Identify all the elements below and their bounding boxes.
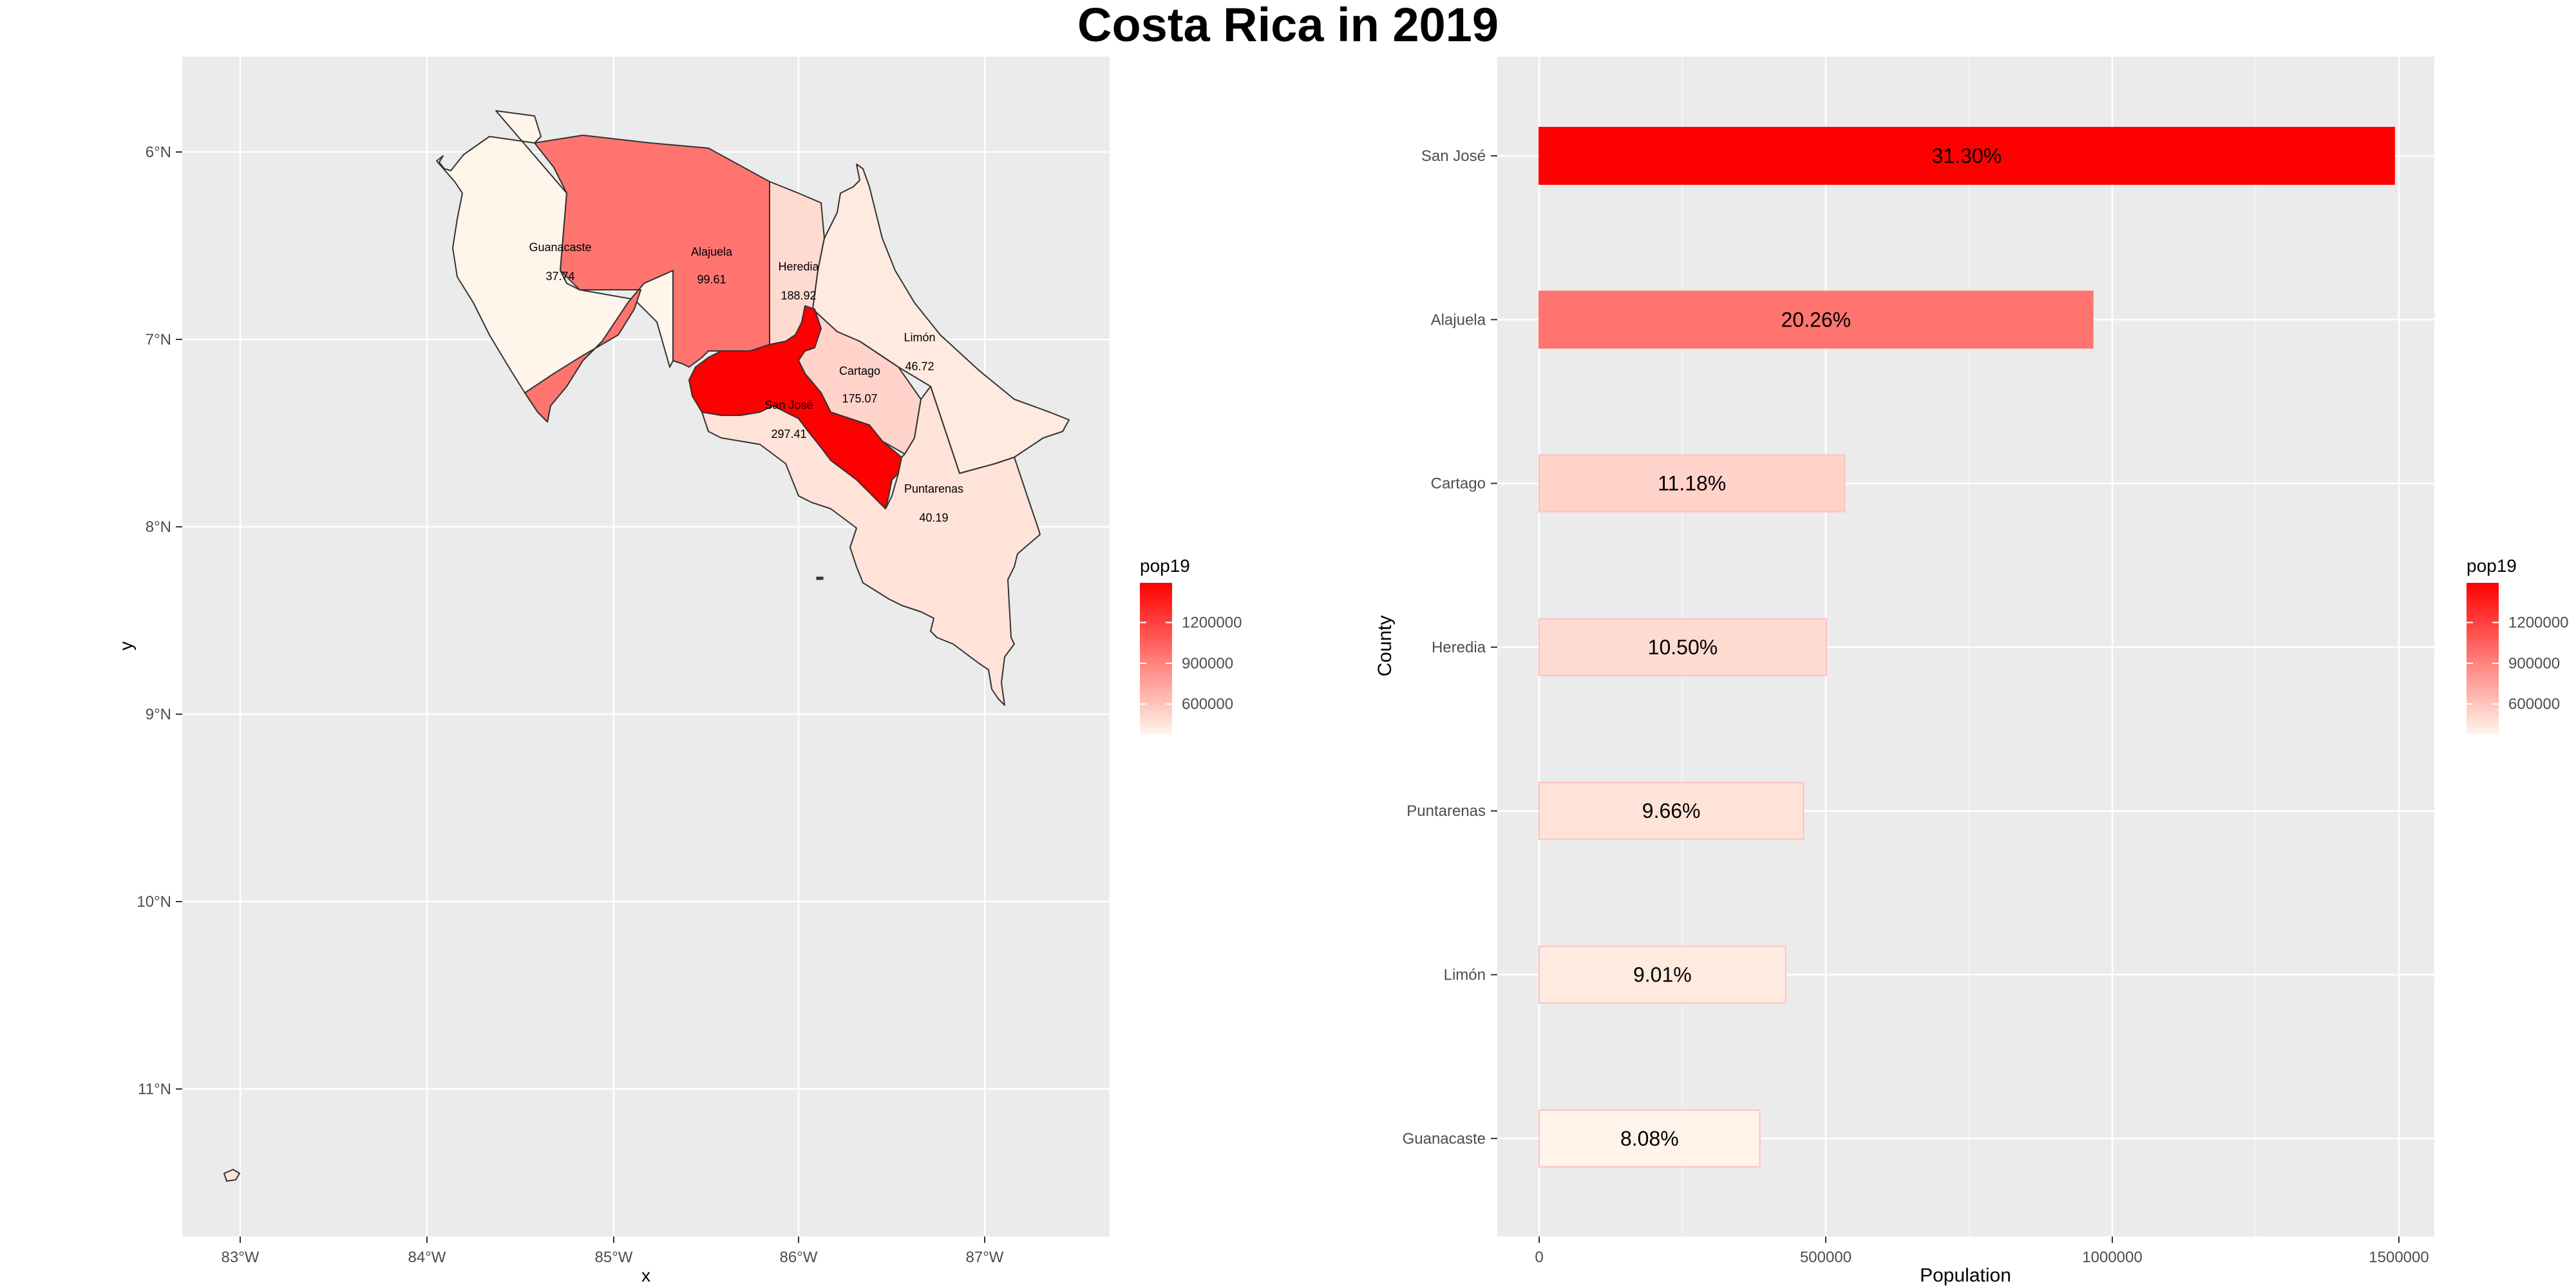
- map-y-axis-label: y: [116, 641, 136, 650]
- map-labels: Guanacaste 37.74 Alajuela 99.61 Heredia 188.9…: [529, 241, 963, 524]
- region-name-label: Alajuela: [691, 245, 733, 258]
- region-value-label: 40.19: [919, 511, 948, 524]
- bar: [1539, 782, 1804, 840]
- bar-value-label: 9.66%: [1642, 799, 1701, 822]
- bar: [1539, 945, 1786, 1004]
- bar-legend: pop19 1200000 900000 600000: [2467, 556, 2568, 734]
- bar-x-tick-label: 0: [1535, 1249, 1543, 1266]
- bar-legend-tick-label: 1200000: [2508, 614, 2568, 632]
- bar-x-tick-label: 1500000: [2369, 1249, 2429, 1266]
- bar: [1539, 454, 1846, 513]
- map-legend: pop19 1200000 900000 600000: [1140, 556, 1242, 734]
- region-value-label: 297.41: [771, 428, 806, 440]
- island-coco: [223, 1168, 241, 1182]
- map-x-tick-label: 87°W: [966, 1249, 1004, 1266]
- region-name-label: Limón: [904, 331, 935, 344]
- region-value-label: 99.61: [697, 273, 726, 286]
- region-name-label: Puntarenas: [904, 482, 963, 495]
- bar-legend-tick-label: 600000: [2508, 696, 2560, 713]
- bar-series: 31.30% 20.26% 11.18% 10.50% 9.66% 9.01% 8.08%: [1539, 127, 2395, 1168]
- map-chart: Guanacaste 37.74 Alajuela 99.61 Heredia 188.9…: [116, 57, 1242, 1285]
- map-y-tick-label: 8°N: [146, 518, 171, 536]
- island-cano: [816, 576, 824, 580]
- bar-x-axis-label: Population: [1920, 1265, 2011, 1286]
- bar: [1539, 290, 2094, 349]
- bar-legend-colorbar: [2467, 583, 2499, 734]
- bar-value-label: 20.26%: [1781, 308, 1852, 331]
- map-legend-colorbar: [1140, 583, 1172, 734]
- bar-value-label: 11.18%: [1658, 472, 1726, 495]
- map-x-tick-label: 83°W: [222, 1249, 260, 1266]
- bar-category-label: Guanacaste: [1403, 1130, 1486, 1148]
- map-x-tick-label: 85°W: [595, 1249, 633, 1266]
- bar-x-tick-label: 500000: [1800, 1249, 1852, 1266]
- map-x-tick-label: 84°W: [408, 1249, 446, 1266]
- map-y-tick-label: 6°N: [146, 144, 171, 161]
- map-legend-ticks: 1200000 900000 600000: [1140, 614, 1242, 713]
- map-y-ticks: 11°N 10°N 9°N 8°N 7°N 6°N: [137, 144, 182, 1098]
- bar-value-label: 31.30%: [1932, 144, 2002, 167]
- map-legend-tick-label: 600000: [1182, 696, 1233, 713]
- map-legend-title: pop19: [1140, 556, 1190, 576]
- bar-legend-tick-label: 900000: [2508, 655, 2560, 672]
- bar: [1539, 618, 1827, 676]
- map-y-tick-label: 10°N: [137, 893, 171, 911]
- bar-x-ticks: 0 500000 1000000 1500000: [1535, 1236, 2429, 1266]
- region-name-label: Heredia: [778, 260, 819, 273]
- bar-legend-title: pop19: [2467, 556, 2517, 576]
- bar-category-label: San José: [1421, 147, 1486, 165]
- region-value-label: 188.92: [781, 289, 816, 302]
- bar-value-label: 8.08%: [1620, 1127, 1679, 1150]
- region-value-label: 175.07: [842, 392, 877, 405]
- map-legend-tick-label: 1200000: [1182, 614, 1242, 632]
- chart-title: Costa Rica in 2019: [1077, 0, 1499, 52]
- region-value-label: 46.72: [905, 360, 934, 373]
- bar-value-label: 10.50%: [1648, 636, 1718, 659]
- map-legend-tick-label: 900000: [1182, 655, 1233, 672]
- bar-category-label: Alajuela: [1431, 311, 1486, 328]
- map-x-tick-label: 86°W: [780, 1249, 818, 1266]
- region-puntarenas: [701, 386, 1041, 706]
- bar-value-label: 9.01%: [1633, 963, 1692, 987]
- bar: [1539, 1109, 1761, 1168]
- map-y-tick-label: 7°N: [146, 331, 171, 348]
- bar-category-label: Heredia: [1432, 639, 1486, 656]
- bar: [1539, 127, 2395, 185]
- map-y-tick-label: 11°N: [138, 1081, 171, 1098]
- bar-x-tick-label: 1000000: [2082, 1249, 2142, 1266]
- region-name-label: San José: [764, 399, 813, 412]
- bar-y-axis-label: County: [1374, 615, 1396, 676]
- region-value-label: 37.74: [545, 270, 574, 283]
- bar-category-label: Limón: [1444, 967, 1486, 984]
- bar-category-ticks: San José Alajuela Cartago Heredia Puntarenas…: [1403, 147, 1497, 1148]
- bar-category-label: Puntarenas: [1406, 802, 1486, 820]
- map-x-ticks: 87°W 86°W 85°W 84°W 83°W: [222, 1236, 1004, 1266]
- bar-category-label: Cartago: [1431, 475, 1486, 493]
- bar-chart: 31.30%20.26%11.18%10.50%9.66%9.01%8.08% …: [1374, 57, 2568, 1286]
- map-regions: [223, 110, 1070, 1182]
- region-name-label: Cartago: [839, 365, 880, 377]
- region-name-label: Guanacaste: [529, 241, 591, 254]
- bar-legend-ticks: 1200000 900000 600000: [2467, 614, 2568, 713]
- map-y-tick-label: 9°N: [146, 706, 171, 723]
- map-x-axis-label: x: [641, 1265, 650, 1285]
